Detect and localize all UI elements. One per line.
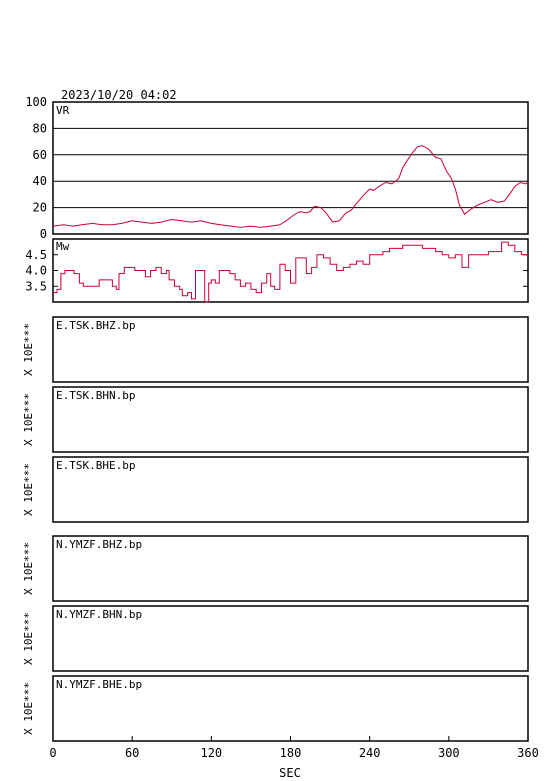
waveform-frame (52, 605, 529, 672)
waveform-frame (52, 386, 529, 453)
waveform-scale-label: X 10E*** (22, 682, 35, 735)
waveform-panel: E.TSK.BHN.bp X 10E*** (22, 386, 529, 453)
waveform-scale-label: X 10E*** (22, 612, 35, 665)
waveform-scale-label: X 10E*** (22, 323, 35, 376)
vr-tick-label: 80 (33, 121, 47, 135)
x-tick-label: 300 (438, 746, 460, 760)
mw-tick-label: 4.5 (25, 248, 47, 262)
mw-panel: 3.54.0 4.5 Mw (25, 238, 529, 303)
waveform-station-label: N.YMZF.BHE.bp (56, 678, 142, 691)
vr-series-line (52, 145, 529, 228)
waveform-scale-label: X 10E*** (22, 463, 35, 516)
waveform-station-label: E.TSK.BHZ.bp (56, 319, 135, 332)
waveform-frame (52, 535, 529, 602)
x-axis-title: SEC (279, 766, 301, 780)
waveform-panel: N.YMZF.BHZ.bp X 10E*** (22, 535, 529, 602)
x-tick-label: 0 (49, 746, 56, 760)
mw-tick-label: 3.5 (25, 279, 47, 293)
x-tick-label: 180 (280, 746, 302, 760)
waveform-station-label: E.TSK.BHN.bp (56, 389, 135, 402)
vr-frame (52, 101, 529, 235)
vr-panel: 0 20 40 60 80 100 VR (25, 95, 529, 241)
waveform-scale-label: X 10E*** (22, 542, 35, 595)
waveform-scale-label: X 10E*** (22, 393, 35, 446)
vr-tick-label: 40 (33, 174, 47, 188)
waveform-panel: E.TSK.BHE.bp X 10E*** (22, 456, 529, 523)
waveform-station-label: N.YMZF.BHN.bp (56, 608, 142, 621)
mw-series-line (53, 241, 528, 303)
x-tick-label: 360 (517, 746, 539, 760)
vr-label: VR (56, 104, 70, 117)
waveform-panel: E.TSK.BHZ.bp X 10E*** (22, 316, 529, 383)
mw-label: Mw (56, 240, 70, 253)
waveform-panel: N.YMZF.BHE.bp X 10E*** (22, 675, 529, 742)
x-tick-label: 60 (125, 746, 139, 760)
vr-tick-label: 20 (33, 201, 47, 215)
vr-tick-label: 100 (25, 95, 47, 109)
time-axis: 0 60 120 180 240 300 360 SEC (49, 736, 539, 780)
vr-tick-label: 0 (40, 227, 47, 241)
vr-tick-label: 60 (33, 148, 47, 162)
figure-datetime: 2023/10/20 04:02 (61, 88, 177, 102)
waveform-frame (52, 316, 529, 383)
x-tick-label: 240 (359, 746, 381, 760)
waveform-panel: N.YMZF.BHN.bp X 10E*** (22, 605, 529, 672)
waveform-station-label: N.YMZF.BHZ.bp (56, 538, 142, 551)
waveform-station-label: E.TSK.BHE.bp (56, 459, 135, 472)
waveform-frame (52, 456, 529, 523)
x-tick-label: 120 (200, 746, 222, 760)
mw-tick-label: 4.0 (25, 264, 47, 278)
waveform-panels: E.TSK.BHZ.bp X 10E*** E.TSK.BHN.bp X 10E***… (22, 316, 529, 742)
